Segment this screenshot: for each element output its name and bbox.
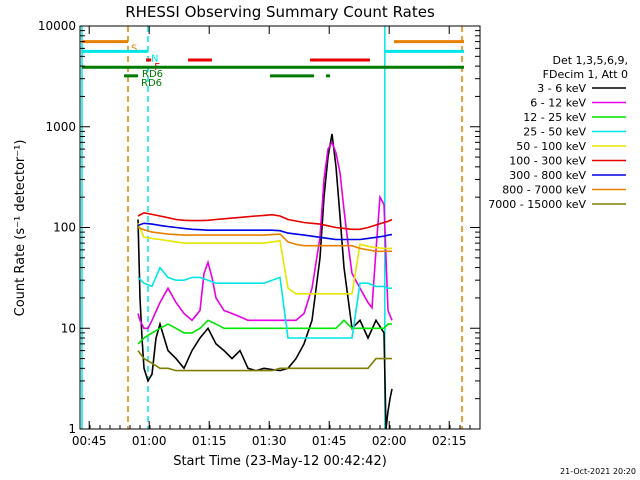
y-tick-label: 10 xyxy=(61,321,76,335)
legend: Det 1,3,5,6,9, FDecim 1, Att 0 3 - 6 keV… xyxy=(488,54,628,211)
state-label-rd6-3: RD6 xyxy=(142,69,163,80)
legend-label-7000-15000-kev: 7000 - 15000 keV xyxy=(488,198,586,211)
state-indicator-bars: SNFRD6RD6 xyxy=(82,40,464,89)
series-100-300-kev xyxy=(137,211,393,231)
chart-title: RHESSI Observing Summary Count Rates xyxy=(125,3,435,21)
series-7000-15000-kev xyxy=(137,350,392,372)
legend-label-25-50-kev: 25 - 50 keV xyxy=(523,126,586,139)
footer-timestamp: 21-Oct-2021 20:20 xyxy=(560,467,636,476)
series-6-12-kev xyxy=(137,140,393,330)
legend-label-100-300-kev: 100 - 300 keV xyxy=(509,155,586,168)
y-axis: 1 10 100 1000 10000 xyxy=(38,19,480,436)
series-12-25-kev xyxy=(137,319,392,345)
legend-label-12-25-kev: 12 - 25 keV xyxy=(523,111,586,124)
y-tick-label: 10000 xyxy=(38,19,76,33)
legend-header-line2: FDecim 1, Att 0 xyxy=(543,68,628,81)
x-tick-label: 01:30 xyxy=(252,434,287,448)
legend-label-300-800-kev: 300 - 800 keV xyxy=(509,169,586,182)
x-tick-label: 02:15 xyxy=(432,434,467,448)
y-tick-label: 1 xyxy=(68,422,76,436)
legend-label-3-6-kev: 3 - 6 keV xyxy=(537,82,586,95)
x-axis: 00:45 01:00 01:15 01:30 01:45 02:00 02:15 xyxy=(72,26,481,448)
y-axis-label: Count Rate (s⁻¹ detector⁻¹) xyxy=(13,140,28,317)
y-tick-label: 100 xyxy=(53,221,76,235)
x-tick-label: 01:15 xyxy=(192,434,227,448)
y-tick-label: 1000 xyxy=(45,120,76,134)
x-axis-label: Start Time (23-May-12 00:42:42) xyxy=(173,454,387,469)
legend-label-50-100-kev: 50 - 100 keV xyxy=(516,140,586,153)
series-lines xyxy=(137,133,393,430)
x-tick-label: 01:45 xyxy=(312,434,347,448)
state-label-n-1: N xyxy=(151,53,158,64)
series-800-7000-kev xyxy=(137,226,392,253)
state-label-s-0: S xyxy=(131,44,137,55)
legend-label-800-7000-kev: 800 - 7000 keV xyxy=(502,184,586,197)
state-label-rd6-4: RD6 xyxy=(141,78,162,89)
x-tick-label: 00:45 xyxy=(72,434,107,448)
series-50-100-kev xyxy=(137,222,392,295)
series-300-800-kev xyxy=(137,222,393,241)
legend-label-6-12-kev: 6 - 12 keV xyxy=(530,97,586,110)
series-25-50-kev xyxy=(137,266,392,339)
x-tick-label: 02:00 xyxy=(372,434,407,448)
x-tick-label: 01:00 xyxy=(132,434,167,448)
legend-header-line1: Det 1,3,5,6,9, xyxy=(552,54,628,67)
